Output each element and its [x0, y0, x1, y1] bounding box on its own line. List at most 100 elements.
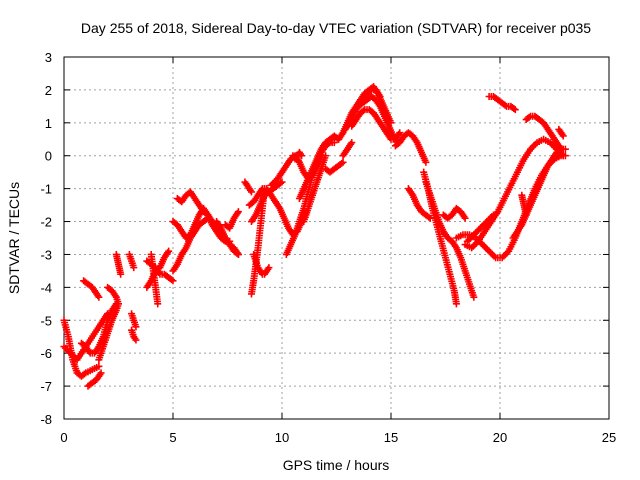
- data-point: [452, 300, 460, 308]
- series-tail-h: [555, 125, 567, 140]
- data-point: [132, 336, 140, 344]
- y-axis-label: SDTVAR / TECUs: [6, 182, 22, 294]
- x-axis-tick-labels: 0 5 10 15 20 25: [60, 430, 616, 445]
- series-early-g: [128, 310, 140, 331]
- data-point: [530, 142, 538, 150]
- data-point: [95, 362, 103, 370]
- data-point: [510, 105, 518, 113]
- y-tick-label: -3: [40, 247, 52, 262]
- y-tick-label: 0: [45, 149, 52, 164]
- y-tick-label: -2: [40, 215, 52, 230]
- data-point: [234, 250, 242, 258]
- data-point: [80, 370, 88, 378]
- y-tick-label: 2: [45, 83, 52, 98]
- data-point: [490, 252, 498, 260]
- data-point: [559, 152, 567, 160]
- data-point: [522, 211, 530, 219]
- series-early-k: [104, 283, 122, 308]
- y-axis-tick-labels: -8 -7 -6 -5 -4 -3 -2 -1 0 1 2 3: [40, 50, 52, 427]
- series-mid-c: [143, 257, 177, 285]
- grid: [64, 57, 609, 419]
- series-peak-e: [391, 129, 430, 166]
- data-point: [396, 129, 404, 137]
- series-early-j: [84, 369, 105, 390]
- data-point: [322, 152, 330, 160]
- data-point: [559, 132, 567, 140]
- series-mid-h: [221, 208, 242, 232]
- data-point: [489, 211, 497, 219]
- data-point: [557, 145, 565, 153]
- data-point: [480, 242, 488, 250]
- series-ten-e: [322, 158, 347, 176]
- data-point: [132, 323, 140, 331]
- x-tick-label: 15: [384, 430, 398, 445]
- series-tail-d: [485, 92, 519, 114]
- series-ten-c: [300, 152, 330, 226]
- series-early-d: [80, 277, 103, 301]
- data-point: [330, 139, 338, 147]
- data-point: [488, 250, 496, 258]
- data-point: [359, 107, 367, 115]
- series-peak-f: [339, 139, 356, 160]
- data-point: [278, 178, 286, 186]
- data-point: [425, 213, 433, 221]
- data-point: [117, 270, 125, 278]
- data-point: [426, 214, 434, 222]
- axis-ticks: [63, 56, 610, 420]
- data-point: [130, 264, 138, 272]
- series-drop-b: [422, 178, 478, 301]
- data-point: [485, 247, 493, 255]
- data-point: [338, 159, 346, 167]
- x-tick-label: 5: [169, 430, 176, 445]
- series-ten-d: [289, 148, 306, 163]
- data-point: [168, 276, 176, 284]
- data-point: [525, 113, 533, 121]
- data-point: [501, 101, 509, 109]
- data-point: [487, 249, 495, 257]
- data-point: [482, 244, 490, 252]
- data-point: [469, 242, 477, 250]
- data-point: [461, 214, 469, 222]
- series-early-b: [60, 316, 103, 380]
- y-tick-label: -7: [40, 379, 52, 394]
- series-tail-g: [518, 191, 530, 219]
- y-tick-label: -4: [40, 280, 52, 295]
- data-point: [154, 300, 162, 308]
- series-early-h: [128, 326, 140, 344]
- series-tail-b: [461, 135, 567, 252]
- series-nine-e: [241, 178, 255, 196]
- y-tick-label: 3: [45, 50, 52, 65]
- series-early-f: [112, 250, 125, 278]
- data-point: [169, 277, 177, 285]
- data-point: [376, 92, 384, 100]
- data-points: [60, 83, 569, 390]
- data-point: [470, 293, 478, 301]
- x-tick-label: 0: [60, 430, 67, 445]
- series-drop-c: [404, 185, 434, 222]
- series-nine-d: [250, 250, 273, 278]
- data-point: [473, 227, 481, 235]
- series-drop-d: [439, 204, 469, 222]
- data-point: [501, 250, 509, 258]
- series-peak-c: [348, 106, 404, 143]
- series-mid-g: [213, 218, 242, 258]
- data-point: [261, 185, 269, 193]
- data-point: [500, 252, 508, 260]
- series-peak-d: [354, 86, 384, 110]
- y-tick-label: -1: [40, 182, 52, 197]
- y-tick-label: -6: [40, 346, 52, 361]
- y-tick-label: -5: [40, 313, 52, 328]
- data-point: [422, 158, 430, 166]
- x-tick-label: 10: [275, 430, 289, 445]
- data-point: [234, 208, 242, 216]
- data-point: [97, 369, 105, 377]
- x-axis-label: GPS time / hours: [283, 457, 390, 473]
- data-point: [95, 293, 103, 301]
- data-point: [339, 158, 347, 166]
- data-point: [233, 249, 241, 257]
- data-point: [475, 226, 483, 234]
- data-point: [483, 246, 491, 254]
- series-early-i: [125, 250, 138, 272]
- series-mid-f: [173, 188, 216, 226]
